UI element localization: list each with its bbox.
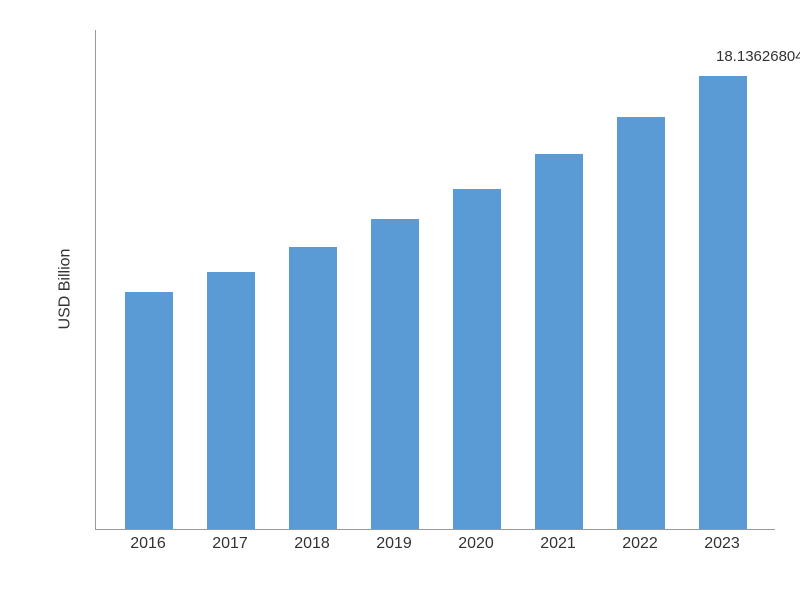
bar-2019 [371, 219, 419, 529]
x-label-7: 2023 [698, 535, 746, 553]
x-label-3: 2019 [370, 535, 418, 553]
x-label-0: 2016 [124, 535, 172, 553]
bar-2022 [617, 117, 665, 530]
bar-2016 [125, 292, 173, 530]
x-label-4: 2020 [452, 535, 500, 553]
plot-area: 18.13626804 [95, 30, 775, 530]
x-axis-labels: 2016 2017 2018 2019 2020 2021 2022 2023 [95, 535, 775, 553]
y-axis-label: USD Billion [56, 249, 74, 330]
bar-2017 [207, 272, 255, 530]
x-label-1: 2017 [206, 535, 254, 553]
bars-group [96, 29, 776, 529]
bar-2023 [699, 76, 747, 529]
data-label-2023: 18.13626804 [716, 48, 800, 65]
x-label-5: 2021 [534, 535, 582, 553]
x-label-2: 2018 [288, 535, 336, 553]
bar-2018 [289, 247, 337, 530]
bar-2020 [453, 189, 501, 529]
chart-container: 18.13626804 2016 2017 2018 2019 2020 202… [95, 30, 785, 560]
x-label-6: 2022 [616, 535, 664, 553]
bar-2021 [535, 154, 583, 529]
